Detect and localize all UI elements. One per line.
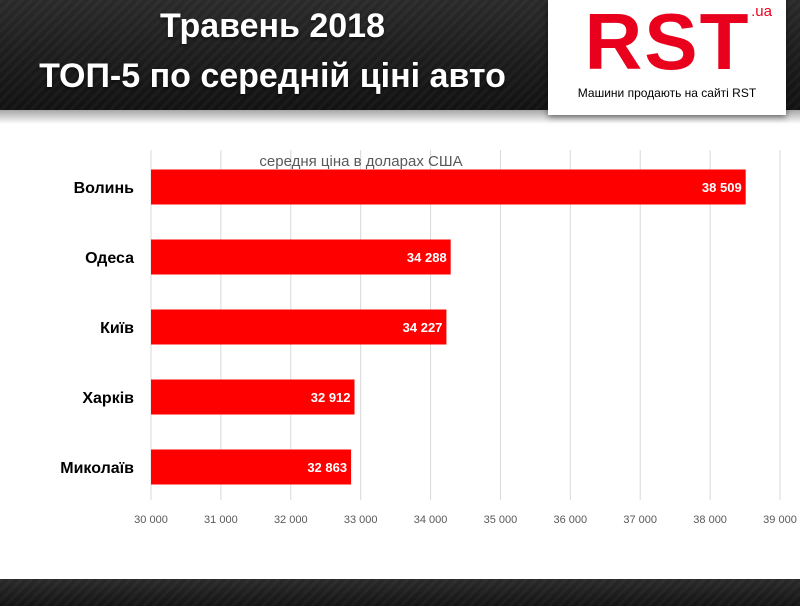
x-tick-label: 34 000 [414, 514, 448, 526]
x-tick-label: 31 000 [204, 514, 238, 526]
x-tick-label: 36 000 [554, 514, 588, 526]
x-tick-label: 33 000 [344, 514, 378, 526]
x-tick-label: 35 000 [484, 514, 518, 526]
logo-tagline: Машини продають на сайті RST [577, 86, 757, 100]
x-tick-label: 37 000 [623, 514, 657, 526]
bar-value-label: 34 288 [407, 250, 447, 265]
logo-domain-suffix: .ua [751, 3, 772, 20]
bar [151, 239, 451, 275]
bar-value-label: 38 509 [702, 180, 742, 195]
x-tick-label: 39 000 [763, 514, 797, 526]
category-label: Київ [100, 320, 134, 337]
logo-text: RST [584, 0, 751, 86]
bar [151, 309, 447, 345]
bar [151, 169, 746, 205]
category-label: Миколаїв [60, 460, 134, 477]
footer-bar [0, 579, 800, 606]
bar [151, 449, 352, 485]
x-tick-label: 30 000 [134, 514, 168, 526]
rst-logo: RST .ua Машини продають на сайті RST [548, 0, 786, 115]
bar-value-label: 32 863 [307, 460, 347, 475]
x-tick-label: 38 000 [693, 514, 727, 526]
bar-value-label: 34 227 [403, 320, 443, 335]
bar-value-label: 32 912 [311, 390, 351, 405]
category-label: Волинь [74, 180, 135, 197]
x-tick-label: 32 000 [274, 514, 308, 526]
page-title: Травень 2018 [159, 7, 386, 45]
chart-subtitle: середня ціна в доларах США [259, 153, 462, 170]
category-label: Одеса [85, 250, 134, 267]
page-subtitle: ТОП-5 по середній ціні авто [39, 57, 506, 95]
bar [151, 379, 355, 415]
category-label: Харків [82, 390, 134, 407]
